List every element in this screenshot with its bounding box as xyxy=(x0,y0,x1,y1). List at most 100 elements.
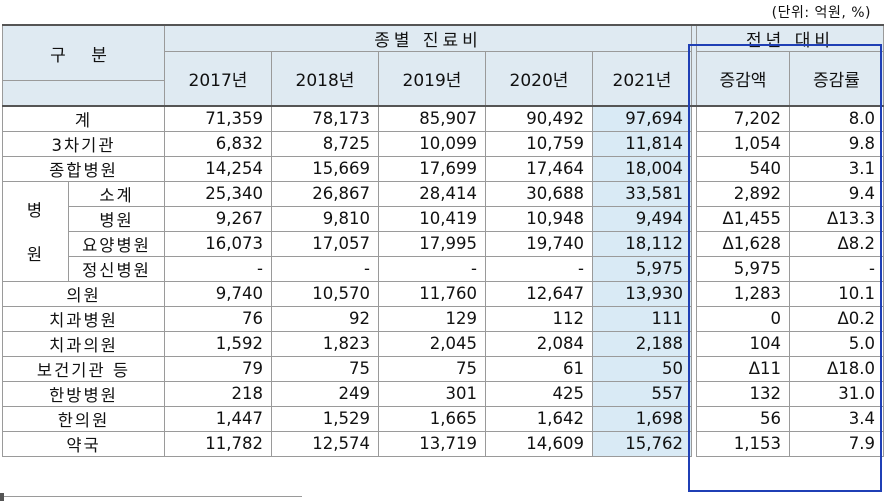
cell-yoy-rate: 10.1 xyxy=(789,280,884,307)
cell-value: 112 xyxy=(485,305,593,332)
cell-value: 13,719 xyxy=(378,430,486,457)
cell-value: 557 xyxy=(592,380,692,407)
cell-value: - xyxy=(378,255,486,282)
cell-value: 17,464 xyxy=(485,155,593,182)
cell-value: 1,698 xyxy=(592,405,692,432)
row-label: 종합병원 xyxy=(2,155,165,182)
header-yoy-amount: 증감액 xyxy=(696,51,790,106)
cell-value: 79 xyxy=(164,355,272,382)
table-row: 치과병원 76 92 129 112 111 0 Δ0.2 xyxy=(2,305,884,332)
cell-value: 18,112 xyxy=(592,230,692,257)
row-label: 요양병원 xyxy=(68,230,165,257)
cell-value: 2,188 xyxy=(592,330,692,357)
cell-value: 11,782 xyxy=(164,430,272,457)
cell-yoy-rate: 7.9 xyxy=(789,430,884,457)
cell-value: - xyxy=(271,255,379,282)
cell-value: 1,529 xyxy=(271,405,379,432)
row-label: 한방병원 xyxy=(2,380,165,407)
cell-value: 12,647 xyxy=(485,280,593,307)
cell-yoy-amount: Δ1,455 xyxy=(696,205,790,232)
cell-yoy-amount: 1,054 xyxy=(696,130,790,157)
table-row: 병 원 소계 25,340 26,867 28,414 30,688 33,581 2,892 9… xyxy=(2,180,884,282)
cell-value: 90,492 xyxy=(485,104,593,132)
cell-value: 14,254 xyxy=(164,155,272,182)
table-row: 종합병원 14,254 15,669 17,699 17,464 18,004 540 3.1 xyxy=(2,155,884,182)
cell-value: 129 xyxy=(378,305,486,332)
cell-value: 1,642 xyxy=(485,405,593,432)
cell-value: 75 xyxy=(271,355,379,382)
cell-value: 10,948 xyxy=(485,205,593,232)
cell-value: 10,570 xyxy=(271,280,379,307)
cell-value: 18,004 xyxy=(592,155,692,182)
table-row: 한방병원 218 249 301 425 557 132 31.0 xyxy=(2,380,884,407)
cell-yoy-amount: Δ11 xyxy=(696,355,790,382)
cell-value: 249 xyxy=(271,380,379,407)
cell-value: 33,581 xyxy=(592,180,692,207)
row-label: 의원 xyxy=(2,280,165,307)
header-group-title: 종별 진료비 xyxy=(164,24,692,52)
cell-yoy-rate: 8.0 xyxy=(789,104,884,132)
table-row: 병원 9,267 9,810 10,419 10,948 9,494 Δ1,455 Δ13.3 xyxy=(3,205,884,232)
row-label: 치과병원 xyxy=(2,305,165,332)
cell-value: 10,759 xyxy=(485,130,593,157)
cell-value: 25,340 xyxy=(164,180,272,207)
cell-value: 8,725 xyxy=(271,130,379,157)
cell-value: 1,823 xyxy=(271,330,379,357)
cell-yoy-rate: 3.1 xyxy=(789,155,884,182)
cell-value: 15,762 xyxy=(592,430,692,457)
cell-value: 75 xyxy=(378,355,486,382)
cell-value: 30,688 xyxy=(485,180,593,207)
cell-yoy-amount: 1,283 xyxy=(696,280,790,307)
cell-value: 76 xyxy=(164,305,272,332)
cell-value: 9,810 xyxy=(271,205,379,232)
cell-value: 17,057 xyxy=(271,230,379,257)
cell-value: 9,267 xyxy=(164,205,272,232)
header-yoy-rate: 증감률 xyxy=(789,51,884,106)
cell-value: 28,414 xyxy=(378,180,486,207)
header-year: 2021년 xyxy=(592,51,692,106)
cell-value: 85,907 xyxy=(378,104,486,132)
cell-yoy-amount: 56 xyxy=(696,405,790,432)
cell-value: 11,814 xyxy=(592,130,692,157)
cell-value: 61 xyxy=(485,355,593,382)
table-row: 의원 9,740 10,570 11,760 12,647 13,930 1,283 10.1 xyxy=(2,280,884,307)
table-row: 계 71,359 78,173 85,907 90,492 97,694 7,202 8.0 xyxy=(2,104,884,132)
cell-yoy-rate: 9.4 xyxy=(789,180,884,207)
table-row: 한의원 1,447 1,529 1,665 1,642 1,698 56 3.4 xyxy=(2,405,884,432)
row-label: 정신병원 xyxy=(68,255,165,282)
table-row: 요양병원 16,073 17,057 17,995 19,740 18,112 Δ1,628… xyxy=(3,230,884,257)
cell-yoy-rate: Δ8.2 xyxy=(789,230,884,257)
row-label: 한의원 xyxy=(2,405,165,432)
header-category: 구 분 xyxy=(2,24,165,81)
cell-yoy-amount: 104 xyxy=(696,330,790,357)
cell-value: 10,419 xyxy=(378,205,486,232)
cell-value: 97,694 xyxy=(592,104,692,132)
row-label: 보건기관 등 xyxy=(2,355,165,382)
unit-note: (단위: 억원, %) xyxy=(771,5,871,21)
cell-value: 9,494 xyxy=(592,205,692,232)
hospital-group-bottom: 원 xyxy=(26,245,45,264)
cell-value: 10,099 xyxy=(378,130,486,157)
cell-yoy-rate: 31.0 xyxy=(789,380,884,407)
cell-yoy-amount: 1,153 xyxy=(696,430,790,457)
cell-value: 71,359 xyxy=(164,104,272,132)
table-row: 약국 11,782 12,574 13,719 14,609 15,762 1,153 7.9 xyxy=(2,430,884,457)
cell-value: 1,447 xyxy=(164,405,272,432)
cell-value: 50 xyxy=(592,355,692,382)
hospital-group-top: 병 xyxy=(26,201,45,220)
cell-yoy-rate: 9.8 xyxy=(789,130,884,157)
header-year: 2017년 xyxy=(164,51,272,106)
cell-value: 11,760 xyxy=(378,280,486,307)
header-year: 2019년 xyxy=(378,51,486,106)
cell-value: 1,592 xyxy=(164,330,272,357)
cell-value: 2,045 xyxy=(378,330,486,357)
cell-value: 5,975 xyxy=(592,255,692,282)
cell-yoy-rate: Δ18.0 xyxy=(789,355,884,382)
cell-yoy-amount: 540 xyxy=(696,155,790,182)
cell-value: 15,669 xyxy=(271,155,379,182)
cell-yoy-amount: Δ1,628 xyxy=(696,230,790,257)
header-yoy-title: 전년 대비 xyxy=(696,24,884,52)
cell-value: 26,867 xyxy=(271,180,379,207)
cell-value: 9,740 xyxy=(164,280,272,307)
